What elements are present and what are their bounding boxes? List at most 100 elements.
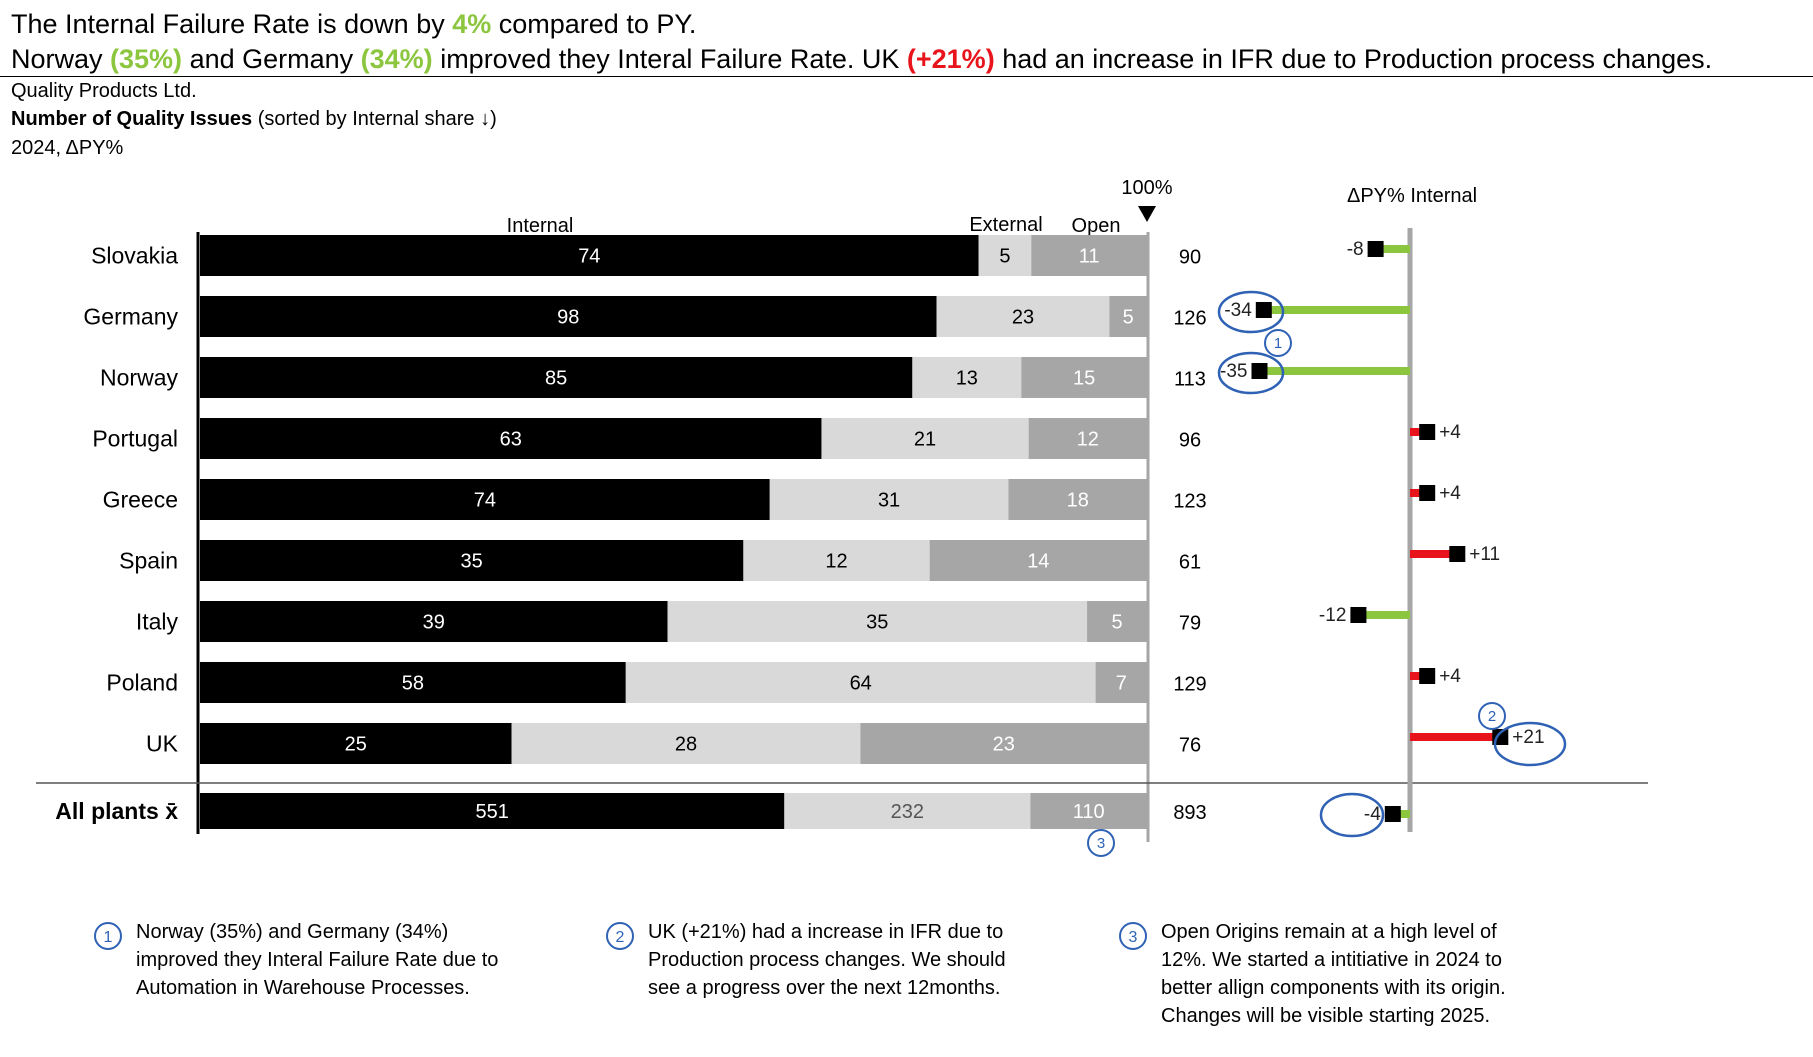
bar-open-italy: [1087, 601, 1147, 642]
measure-title: Number of Quality Issues (sorted by Inte…: [11, 108, 497, 131]
row-total-slovakia: 90: [1179, 247, 1201, 269]
measure-bold: Number of Quality Issues: [11, 108, 253, 130]
row-total-all-plants: 893: [1173, 802, 1206, 824]
data-label-internal-poland: 58: [402, 673, 424, 695]
delta-label-portugal: +4: [1439, 422, 1461, 443]
data-label-external-norway: 13: [956, 368, 978, 390]
callout-badge-3-number: 3: [1097, 835, 1105, 852]
callout-badge-1: [1264, 329, 1292, 357]
category-label-spain: Spain: [119, 548, 178, 574]
delta-label-slovakia: -8: [1347, 239, 1364, 260]
callout-number-icon: 2: [606, 922, 634, 950]
category-label-slovakia: Slovakia: [91, 243, 178, 269]
bar-internal-slovakia: [200, 235, 979, 276]
measure-sort: (sorted by Internal share ↓): [252, 108, 497, 130]
bar-open-portugal: [1028, 418, 1147, 459]
headline-line-2: Norway (35%) and Germany (34%) improved …: [11, 43, 1712, 75]
delta-marker-poland: [1419, 668, 1436, 684]
delta-label-spain: +11: [1469, 544, 1500, 565]
callout-ring-norway: [1217, 351, 1285, 395]
row-total-spain: 61: [1179, 552, 1201, 574]
scale-marker-triangle-icon: [1138, 206, 1156, 222]
bar-external-poland: [625, 662, 1096, 703]
headline-text: and Germany: [182, 44, 361, 74]
callout-ring-germany: [1217, 290, 1285, 334]
headline-highlight-decrease: 4%: [452, 9, 492, 39]
category-label-portugal: Portugal: [92, 426, 178, 452]
bar-open-germany: [1109, 296, 1147, 337]
scale-marker-label: 100%: [1121, 177, 1172, 199]
delta-label-norway: -35: [1220, 361, 1247, 382]
delta-marker-slovakia: [1367, 241, 1384, 257]
callout-ring-uk: [1493, 721, 1567, 767]
callout-text: Norway (35%) and Germany (34%) improved …: [136, 921, 499, 999]
row-total-germany: 126: [1173, 308, 1206, 330]
delta-marker-spain: [1449, 546, 1466, 562]
headline-text: improved they Interal Failure Rate. UK: [432, 44, 907, 74]
bar-external-spain: [743, 540, 930, 581]
category-label-norway: Norway: [100, 365, 178, 391]
delta-marker-germany: [1255, 302, 1272, 318]
delta-label-all-plants: -4: [1364, 804, 1381, 825]
category-label-poland: Poland: [106, 670, 178, 696]
callout-note-3: 3 Open Origins remain at a high level of …: [1119, 918, 1541, 1030]
callout-note-2: 2 UK (+21%) had a increase in IFR due to …: [606, 918, 1028, 1002]
bar-external-italy: [667, 601, 1088, 642]
data-label-internal-portugal: 63: [500, 429, 522, 451]
bar-internal-norway: [200, 357, 913, 398]
data-label-open-uk: 23: [993, 734, 1015, 756]
data-label-internal-greece: 74: [474, 490, 496, 512]
data-label-external-germany: 23: [1012, 307, 1034, 329]
bar-open-uk: [860, 723, 1147, 764]
delta-label-poland: +4: [1439, 666, 1461, 687]
delta-label-greece: +4: [1439, 483, 1461, 504]
bar-external-portugal: [821, 418, 1029, 459]
delta-label-germany: -34: [1224, 300, 1252, 321]
data-label-open-italy: 5: [1111, 612, 1122, 634]
data-label-external-poland: 64: [850, 673, 872, 695]
delta-label-italy: -12: [1319, 605, 1346, 626]
bar-external-germany: [936, 296, 1110, 337]
delta-marker-portugal: [1419, 424, 1436, 440]
data-label-external-slovakia: 5: [999, 246, 1010, 268]
bar-external-slovakia: [978, 235, 1032, 276]
headline-text: Norway: [11, 44, 111, 74]
row-total-norway: 113: [1174, 369, 1206, 391]
bar-open-all-plants: [1030, 793, 1147, 829]
category-label-all-plants: All plants x̄: [55, 798, 178, 824]
bar-open-slovakia: [1031, 235, 1147, 276]
series-label-internal: Internal: [507, 215, 574, 237]
data-label-internal-norway: 85: [545, 368, 567, 390]
data-label-open-spain: 14: [1027, 551, 1049, 573]
series-label-open: Open: [1072, 215, 1121, 237]
data-label-external-italy: 35: [866, 612, 888, 634]
data-label-open-all-plants: 110: [1073, 801, 1105, 823]
callout-text: UK (+21%) had a increase in IFR due to P…: [648, 921, 1006, 999]
row-total-uk: 76: [1179, 735, 1201, 757]
data-label-internal-germany: 98: [557, 307, 579, 329]
delta-marker-greece: [1419, 485, 1436, 501]
row-total-greece: 123: [1173, 491, 1206, 513]
data-label-open-norway: 15: [1073, 368, 1095, 390]
bar-internal-all-plants: [200, 793, 785, 829]
headline-divider: [0, 76, 1813, 77]
company-name: Quality Products Ltd.: [11, 80, 197, 102]
data-label-open-portugal: 12: [1077, 429, 1099, 451]
category-label-germany: Germany: [83, 304, 178, 330]
period-label: 2024, ΔPY%: [11, 137, 124, 159]
callout-ring-all-plants: [1319, 792, 1385, 838]
bar-internal-greece: [200, 479, 770, 520]
bar-open-poland: [1095, 662, 1147, 703]
callout-text: Open Origins remain at a high level of 1…: [1161, 921, 1506, 1027]
bar-internal-italy: [200, 601, 668, 642]
headline-text: The Internal Failure Rate is down by: [11, 9, 453, 39]
bar-internal-spain: [200, 540, 744, 581]
headline-highlight-uk: (+21%): [906, 44, 995, 74]
bar-open-norway: [1021, 357, 1147, 398]
bar-internal-uk: [200, 723, 512, 764]
bar-internal-germany: [200, 296, 937, 337]
bar-open-greece: [1008, 479, 1147, 520]
bar-internal-poland: [200, 662, 626, 703]
data-label-external-all-plants: 232: [891, 801, 924, 823]
callout-badge-3: [1087, 829, 1115, 857]
